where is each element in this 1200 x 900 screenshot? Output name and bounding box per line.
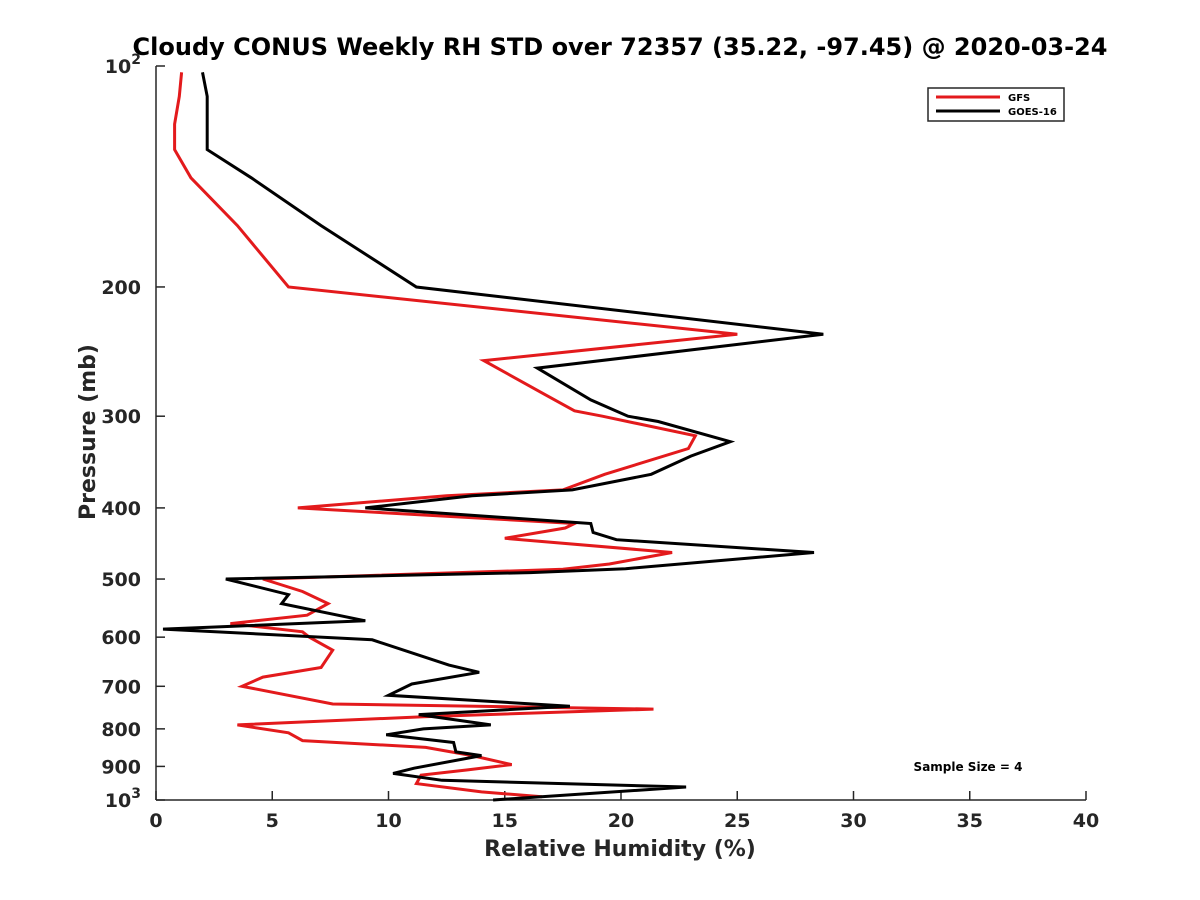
y-tick-label: 103 (105, 786, 141, 812)
x-tick-label: 40 (1073, 810, 1099, 832)
y-tick-label: 500 (101, 569, 141, 591)
legend-label: GFS (1008, 93, 1030, 104)
axes (155, 66, 1086, 801)
chart-title: Cloudy CONUS Weekly RH STD over 72357 (3… (133, 33, 1108, 61)
y-tick-base: 10 (105, 790, 131, 812)
y-tick-label: 300 (101, 406, 141, 428)
x-tick-label: 35 (957, 810, 983, 832)
legend-box (927, 87, 1065, 122)
y-tick-label: 900 (101, 756, 141, 778)
y-tick-label: 700 (101, 676, 141, 698)
sample-size-annotation: Sample Size = 4 (914, 760, 1023, 774)
y-tick-exponent: 3 (131, 786, 141, 802)
legend: GFS GOES-16 (927, 87, 1065, 122)
y-tick-base: 10 (105, 56, 131, 78)
x-ticks: 0 5 10 15 20 25 30 35 40 (149, 791, 1099, 832)
series-group (162, 72, 824, 802)
y-axis-label: Pressure (mb) (76, 344, 101, 520)
x-tick-label: 15 (492, 810, 518, 832)
x-tick-label: 0 (149, 810, 162, 832)
y-tick-label: 200 (101, 277, 141, 299)
y-tick-label: 102 (105, 52, 141, 78)
y-tick-label: 600 (101, 627, 141, 649)
y-tick-label: 400 (101, 498, 141, 520)
x-tick-label: 20 (608, 810, 634, 832)
x-tick-label: 5 (266, 810, 279, 832)
x-tick-label: 10 (375, 810, 401, 832)
y-tick-label: 800 (101, 719, 141, 741)
x-axis-label: Relative Humidity (%) (484, 837, 756, 862)
legend-label: GOES-16 (1008, 107, 1057, 118)
x-tick-label: 30 (840, 810, 866, 832)
y-tick-exponent: 2 (131, 52, 141, 68)
series-line-gfs (173, 72, 738, 799)
x-tick-label: 25 (724, 810, 750, 832)
series-line-goes-16 (162, 72, 824, 802)
